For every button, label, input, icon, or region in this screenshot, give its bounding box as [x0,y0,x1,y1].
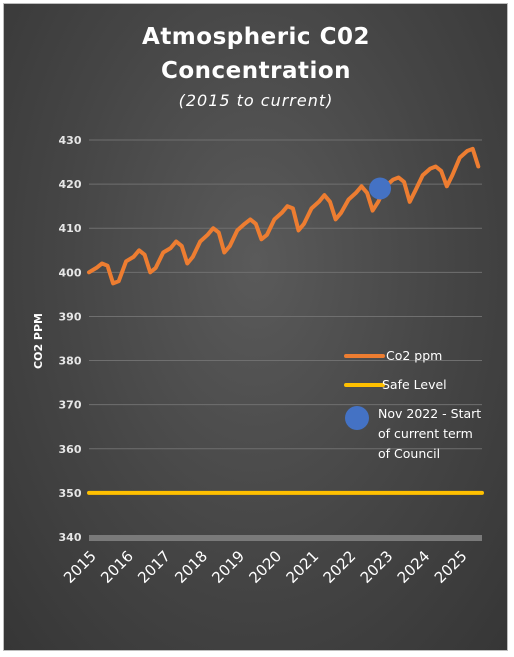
y-tick-label-380: 380 [59,355,82,368]
chart: Atmospheric C02 Concentration (2015 to c… [32,24,484,587]
legend-swatch-council [345,406,369,430]
legend: Co2 ppm Safe Level Nov 2022 - Start of c… [344,348,481,461]
y-tick-label-420: 420 [59,178,82,191]
x-tick-label-2021: 2021 [283,547,323,587]
legend-label-council-2: of current term [378,426,473,441]
x-tick-label-2025: 2025 [431,547,471,587]
x-tick-label-2016: 2016 [97,547,137,587]
y-tick-labels: 340 350 360 370 380 390 400 410 420 430 [59,134,82,544]
y-tick-label-410: 410 [59,222,82,235]
gridlines [89,139,482,541]
y-tick-label-400: 400 [59,266,82,279]
y-tick-label-370: 370 [59,399,82,412]
plot-area [87,146,484,495]
y-axis-label: CO2 PPM [32,313,45,369]
y-tick-label-390: 390 [59,310,82,323]
x-tick-labels: 2015201620172018201920202021202220232024… [60,547,470,587]
x-axis-line [89,535,482,541]
x-tick-label-2023: 2023 [357,547,397,587]
y-tick-label-350: 350 [59,487,82,500]
chart-title-line2: Concentration [161,58,351,84]
legend-label-safe: Safe Level [382,377,447,392]
x-tick-label-2019: 2019 [208,547,248,587]
chart-title-line1: Atmospheric C02 [142,24,370,50]
x-tick-label-2017: 2017 [134,547,174,587]
y-tick-label-360: 360 [59,443,82,456]
legend-label-council-1: Nov 2022 - Start [378,406,481,421]
legend-label-co2: Co2 ppm [386,348,442,363]
series-line-co2 [87,146,481,286]
chart-frame: Atmospheric C02 Concentration (2015 to c… [3,3,508,651]
x-tick-label-2024: 2024 [394,547,434,587]
legend-label-council-3: of Council [378,446,440,461]
y-tick-label-340: 340 [59,531,82,544]
x-tick-label-2020: 2020 [245,547,285,587]
chart-subtitle: (2015 to current) [179,91,334,110]
x-tick-label-2015: 2015 [60,547,100,587]
series-point-council-0 [369,177,392,200]
x-tick-label-2022: 2022 [320,547,360,587]
y-tick-label-430: 430 [59,134,82,147]
x-tick-label-2018: 2018 [171,547,211,587]
